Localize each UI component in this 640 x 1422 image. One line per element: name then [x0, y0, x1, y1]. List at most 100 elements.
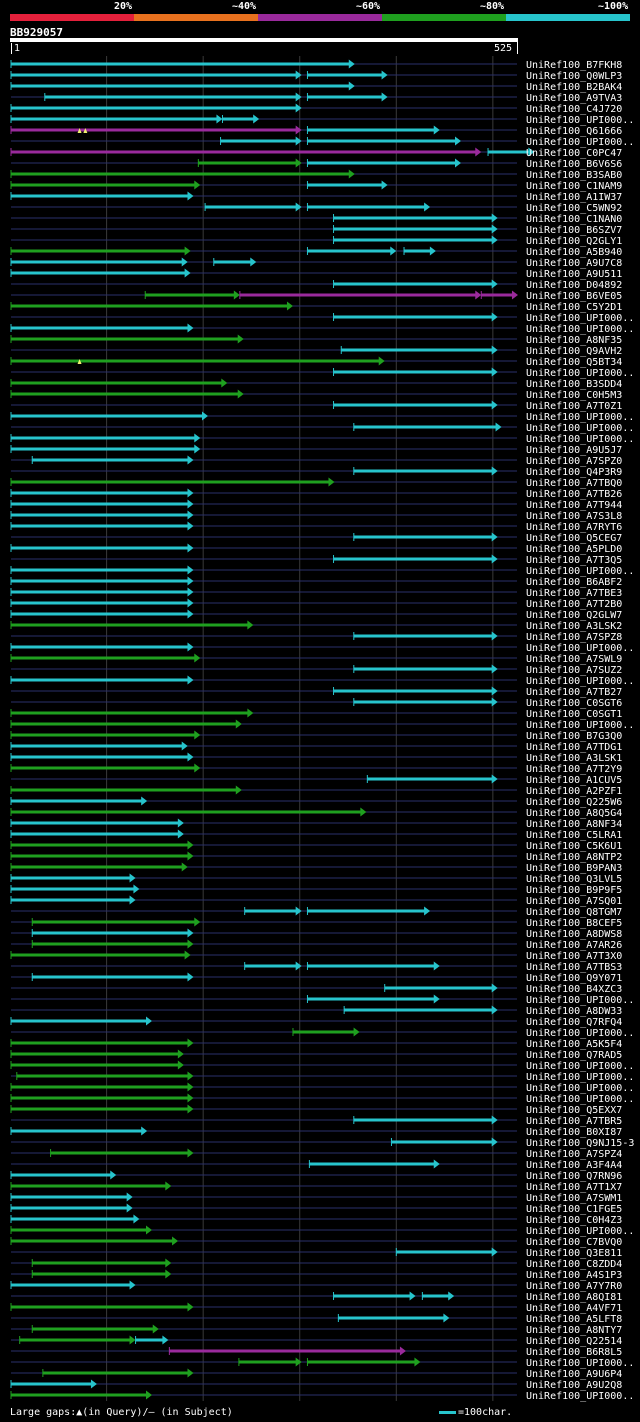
hit-label[interactable]: UniRef100_Q9Y071	[526, 973, 622, 984]
hit-label[interactable]: UniRef100_A8DWS8	[526, 929, 622, 940]
hit-label[interactable]: UniRef100_C0SGT1	[526, 709, 622, 720]
hit-label[interactable]: UniRef100_UPI000..	[526, 434, 634, 445]
hit-label[interactable]: UniRef100_UPI000..	[526, 676, 634, 687]
hit-label[interactable]: UniRef100_Q2GLW7	[526, 610, 622, 621]
hit-label[interactable]: UniRef100_B9P9F5	[526, 885, 622, 896]
hit-label[interactable]: UniRef100_B9PAN3	[526, 863, 622, 874]
hit-label[interactable]: UniRef100_Q9AVH2	[526, 346, 622, 357]
hit-label[interactable]: UniRef100_UPI000..	[526, 313, 634, 324]
hit-label[interactable]: UniRef100_A7T2B0	[526, 599, 622, 610]
hit-label[interactable]: UniRef100_A8NTY7	[526, 1325, 622, 1336]
hit-label[interactable]: UniRef100_A9U2Q8	[526, 1380, 622, 1391]
hit-label[interactable]: UniRef100_Q3LVL5	[526, 874, 622, 885]
hit-label[interactable]: UniRef100_B3SAB0	[526, 170, 622, 181]
hit-label[interactable]: UniRef100_Q225W6	[526, 797, 622, 808]
hit-label[interactable]: UniRef100_A9TVA3	[526, 93, 622, 104]
hit-label[interactable]: UniRef100_B6R8L5	[526, 1347, 622, 1358]
hit-label[interactable]: UniRef100_UPI000..	[526, 137, 634, 148]
hit-label[interactable]: UniRef100_A7TB27	[526, 687, 622, 698]
hit-label[interactable]: UniRef100_Q3E811	[526, 1248, 622, 1259]
hit-label[interactable]: UniRef100_UPI000..	[526, 1094, 634, 1105]
hit-label[interactable]: UniRef100_A9U5J7	[526, 445, 622, 456]
hit-label[interactable]: UniRef100_A5LFT8	[526, 1314, 622, 1325]
hit-label[interactable]: UniRef100_Q5BT34	[526, 357, 622, 368]
hit-label[interactable]: UniRef100_C0PC47	[526, 148, 622, 159]
hit-label[interactable]: UniRef100_UPI000..	[526, 1083, 634, 1094]
hit-label[interactable]: UniRef100_UPI000..	[526, 1061, 634, 1072]
hit-label[interactable]: UniRef100_Q7RFQ4	[526, 1017, 622, 1028]
hit-label[interactable]: UniRef100_A8NF35	[526, 335, 622, 346]
hit-label[interactable]: UniRef100_C0SGT6	[526, 698, 622, 709]
hit-label[interactable]: UniRef100_A8QI81	[526, 1292, 622, 1303]
hit-label[interactable]: UniRef100_A3LSK1	[526, 753, 622, 764]
hit-label[interactable]: UniRef100_Q7RN96	[526, 1171, 622, 1182]
hit-label[interactable]: UniRef100_UPI000..	[526, 423, 634, 434]
hit-label[interactable]: UniRef100_A7SWM1	[526, 1193, 622, 1204]
hit-label[interactable]: UniRef100_B6V6S6	[526, 159, 622, 170]
hit-label[interactable]: UniRef100_B8CEF5	[526, 918, 622, 929]
hit-label[interactable]: UniRef100_A7Y7R0	[526, 1281, 622, 1292]
hit-label[interactable]: UniRef100_UPI000..	[526, 995, 634, 1006]
hit-label[interactable]: UniRef100_B4XZC3	[526, 984, 622, 995]
hit-label[interactable]: UniRef100_A5B940	[526, 247, 622, 258]
hit-label[interactable]: UniRef100_A7TBR5	[526, 1116, 622, 1127]
hit-label[interactable]: UniRef100_B2BAK4	[526, 82, 622, 93]
hit-label[interactable]: UniRef100_Q5CEG7	[526, 533, 622, 544]
hit-label[interactable]: UniRef100_B6VE05	[526, 291, 622, 302]
hit-label[interactable]: UniRef100_C8ZDD4	[526, 1259, 622, 1270]
hit-label[interactable]: UniRef100_A7T2Y9	[526, 764, 622, 775]
hit-label[interactable]: UniRef100_UPI000..	[526, 1358, 634, 1369]
hit-label[interactable]: UniRef100_B6ABF2	[526, 577, 622, 588]
hit-label[interactable]: UniRef100_Q5EXX7	[526, 1105, 622, 1116]
hit-label[interactable]: UniRef100_A7TBE3	[526, 588, 622, 599]
hit-label[interactable]: UniRef100_Q0WLP3	[526, 71, 622, 82]
hit-label[interactable]: UniRef100_A7AR26	[526, 940, 622, 951]
hit-label[interactable]: UniRef100_A7TBQ0	[526, 478, 622, 489]
hit-label[interactable]: UniRef100_Q9NJ15-3	[526, 1138, 634, 1149]
hit-label[interactable]: UniRef100_A7SUZ2	[526, 665, 622, 676]
hit-label[interactable]: UniRef100_A7TBS3	[526, 962, 622, 973]
hit-label[interactable]: UniRef100_A5PLD0	[526, 544, 622, 555]
hit-label[interactable]: UniRef100_UPI000..	[526, 720, 634, 731]
hit-label[interactable]: UniRef100_Q2GLY1	[526, 236, 622, 247]
hit-label[interactable]: UniRef100_A7TB26	[526, 489, 622, 500]
hit-label[interactable]: UniRef100_A2PZF1	[526, 786, 622, 797]
hit-label[interactable]: UniRef100_C0H4Z3	[526, 1215, 622, 1226]
hit-label[interactable]: UniRef100_B7G3Q0	[526, 731, 622, 742]
hit-label[interactable]: UniRef100_UPI000..	[526, 115, 634, 126]
hit-label[interactable]: UniRef100_A7T0Z1	[526, 401, 622, 412]
hit-label[interactable]: UniRef100_A7TDG1	[526, 742, 622, 753]
hit-label[interactable]: UniRef100_A7SQ01	[526, 896, 622, 907]
hit-label[interactable]: UniRef100_B3SDD4	[526, 379, 622, 390]
hit-label[interactable]: UniRef100_C5Y2D1	[526, 302, 622, 313]
hit-label[interactable]: UniRef100_A3LSK2	[526, 621, 622, 632]
hit-label[interactable]: UniRef100_C5K6U1	[526, 841, 622, 852]
hit-label[interactable]: UniRef100_A7T3X0	[526, 951, 622, 962]
hit-label[interactable]: UniRef100_C5WN92	[526, 203, 622, 214]
hit-label[interactable]: UniRef100_UPI000..	[526, 566, 634, 577]
hit-label[interactable]: UniRef100_A7T944	[526, 500, 622, 511]
hit-label[interactable]: UniRef100_UPI000..	[526, 643, 634, 654]
hit-label[interactable]: UniRef100_A7SPZ0	[526, 456, 622, 467]
hit-label[interactable]: UniRef100_UPI000..	[526, 412, 634, 423]
hit-label[interactable]: UniRef100_UPI000..	[526, 1072, 634, 1083]
hit-label[interactable]: UniRef100_A7S3L8	[526, 511, 622, 522]
hit-label[interactable]: UniRef100_D04892	[526, 280, 622, 291]
hit-label[interactable]: UniRef100_UPI000..	[526, 1226, 634, 1237]
hit-label[interactable]: UniRef100_UPI000..	[526, 1391, 634, 1402]
hit-label[interactable]: UniRef100_C1FGE5	[526, 1204, 622, 1215]
hit-label[interactable]: UniRef100_A4VF71	[526, 1303, 622, 1314]
hit-label[interactable]: UniRef100_Q4P3R9	[526, 467, 622, 478]
hit-label[interactable]: UniRef100_A3F4A4	[526, 1160, 622, 1171]
hit-label[interactable]: UniRef100_A9U511	[526, 269, 622, 280]
hit-label[interactable]: UniRef100_A1CUV5	[526, 775, 622, 786]
hit-label[interactable]: UniRef100_Q8TGM7	[526, 907, 622, 918]
hit-label[interactable]: UniRef100_A5K5F4	[526, 1039, 622, 1050]
hit-label[interactable]: UniRef100_A7T1X7	[526, 1182, 622, 1193]
hit-label[interactable]: UniRef100_UPI000..	[526, 368, 634, 379]
hit-label[interactable]: UniRef100_A9U7C8	[526, 258, 622, 269]
hit-label[interactable]: UniRef100_A8Q5G4	[526, 808, 622, 819]
hit-label[interactable]: UniRef100_Q7RAD5	[526, 1050, 622, 1061]
hit-label[interactable]: UniRef100_A7RYT6	[526, 522, 622, 533]
hit-label[interactable]: UniRef100_A8DW33	[526, 1006, 622, 1017]
